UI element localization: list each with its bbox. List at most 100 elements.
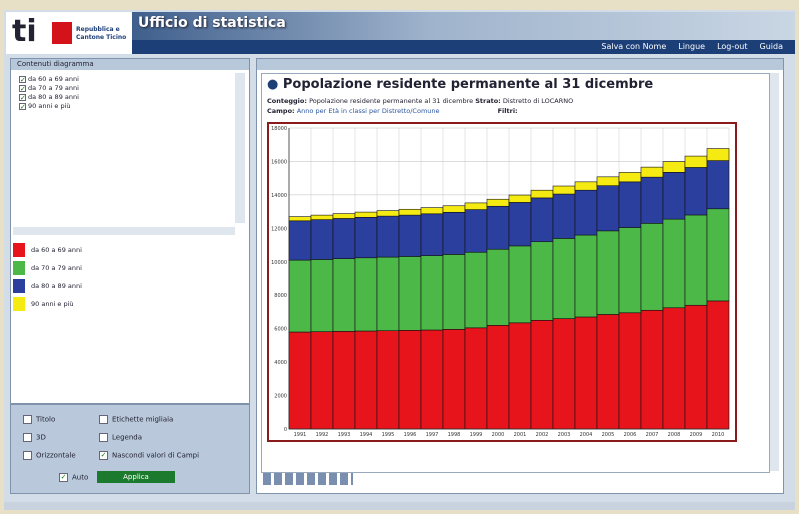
auto-option[interactable]: ✓Auto [59, 473, 88, 482]
option-label: Orizzontale [36, 452, 76, 460]
bar-segment [685, 215, 707, 305]
option[interactable]: 3D [23, 433, 46, 442]
apply-button[interactable]: Applica [97, 471, 175, 483]
title-text: Popolazione residente permanente al 31 d… [283, 77, 653, 92]
x-tick-label: 2009 [690, 432, 703, 438]
legend-swatch [13, 279, 25, 293]
bar-segment [443, 212, 465, 254]
bar-segment [421, 330, 443, 429]
y-tick-label: 4000 [274, 360, 287, 366]
x-tick-label: 2006 [624, 432, 637, 438]
bar-segment [311, 215, 333, 220]
bar-segment [355, 258, 377, 331]
x-tick-label: 1991 [294, 432, 307, 438]
x-tick-label: 1997 [426, 432, 439, 438]
bar-segment [465, 210, 487, 253]
x-tick-label: 2008 [668, 432, 681, 438]
legend-swatch [13, 243, 25, 257]
checkbox[interactable]: ✓ [59, 473, 68, 482]
nav-link[interactable]: Lingue [678, 42, 705, 51]
nav-link[interactable]: Log-out [717, 42, 747, 51]
checkbox[interactable] [23, 415, 32, 424]
option-label: Legenda [112, 434, 142, 442]
bar-segment [509, 246, 531, 323]
meta-label: Strato: [475, 97, 501, 105]
x-tick-label: 1993 [338, 432, 351, 438]
checkbox[interactable]: ✓ [99, 451, 108, 460]
option[interactable]: Etichette migliaia [99, 415, 173, 424]
nav-bar: Salva con Nome Lingue Log-out Guida [132, 40, 795, 54]
bar-segment [289, 260, 311, 332]
checkbox[interactable]: ✓ [19, 94, 26, 101]
bar-segment [355, 217, 377, 257]
nav-link[interactable]: Salva con Nome [601, 42, 666, 51]
option-label: Etichette migliaia [112, 416, 173, 424]
tree-item: ✓da 80 a 89 anni [19, 93, 229, 102]
bar-segment [553, 194, 575, 238]
option[interactable]: Orizzontale [23, 451, 76, 460]
legend-item: da 70 a 79 anni [13, 259, 243, 277]
scrollbar[interactable] [13, 227, 235, 235]
toolbar-icons[interactable] [263, 473, 353, 485]
bar-segment [443, 329, 465, 429]
meta-value: Anno per Età in classi per Distretto/Com… [297, 107, 440, 115]
banner: Ufficio di statistica [132, 12, 795, 40]
bar-segment [641, 310, 663, 429]
option-label: Titolo [36, 416, 55, 424]
meta-value: Popolazione residente permanente al 31 d… [309, 97, 473, 105]
bar-segment [421, 256, 443, 330]
bar-segment [465, 328, 487, 429]
y-tick-label: 8000 [274, 293, 287, 299]
chart: 0200040006000800010000120001400016000180… [267, 122, 737, 442]
scrollbar[interactable] [770, 73, 779, 471]
checkbox[interactable]: ✓ [19, 85, 26, 92]
option-label: 3D [36, 434, 46, 442]
option[interactable]: Legenda [99, 433, 142, 442]
checkbox[interactable] [23, 451, 32, 460]
tree-label: 90 anni e più [28, 102, 71, 110]
checkbox[interactable] [99, 415, 108, 424]
bar-segment [443, 254, 465, 329]
option[interactable]: ✓Nascondi valori di Campi [99, 451, 199, 460]
bar-segment [311, 332, 333, 429]
checkbox[interactable]: ✓ [19, 103, 26, 110]
bar-segment [531, 320, 553, 429]
bar-segment [707, 301, 729, 429]
bar-segment [465, 203, 487, 210]
bar-segment [707, 149, 729, 161]
x-tick-label: 1998 [448, 432, 461, 438]
bar-segment [487, 249, 509, 325]
bar-segment [641, 223, 663, 310]
bar-segment [531, 190, 553, 198]
tree-label: da 60 a 69 anni [28, 75, 79, 83]
checkbox[interactable] [23, 433, 32, 442]
bar-segment [553, 186, 575, 194]
bar-segment [663, 308, 685, 429]
scrollbar[interactable] [235, 73, 245, 223]
nav-link[interactable]: Guida [760, 42, 783, 51]
bar-segment [663, 162, 685, 173]
bar-segment [487, 199, 509, 206]
y-tick-label: 0 [284, 427, 287, 433]
legend-label: da 60 a 69 anni [31, 246, 82, 254]
x-tick-label: 1996 [404, 432, 417, 438]
panel-title: Contenuti diagramma [11, 59, 249, 70]
y-tick-label: 18000 [271, 126, 287, 132]
bar-segment [509, 195, 531, 202]
checkbox[interactable] [99, 433, 108, 442]
y-tick-label: 10000 [271, 260, 287, 266]
options-panel: Titolo Etichette migliaia 3D Legenda Orizzon… [10, 404, 250, 494]
bar-segment [707, 209, 729, 301]
checkbox[interactable]: ✓ [19, 76, 26, 83]
legend-item: da 80 a 89 anni [13, 277, 243, 295]
bar-segment [333, 214, 355, 219]
bar-segment [377, 216, 399, 257]
x-tick-label: 2007 [646, 432, 659, 438]
tree-label: da 80 a 89 anni [28, 93, 79, 101]
bar-segment [421, 208, 443, 214]
bar-segment [289, 332, 311, 429]
option[interactable]: Titolo [23, 415, 55, 424]
logo-text: Repubblica e [76, 26, 120, 33]
meta-value: Distretto di LOCARNO [503, 97, 573, 105]
bar-segment [531, 242, 553, 321]
